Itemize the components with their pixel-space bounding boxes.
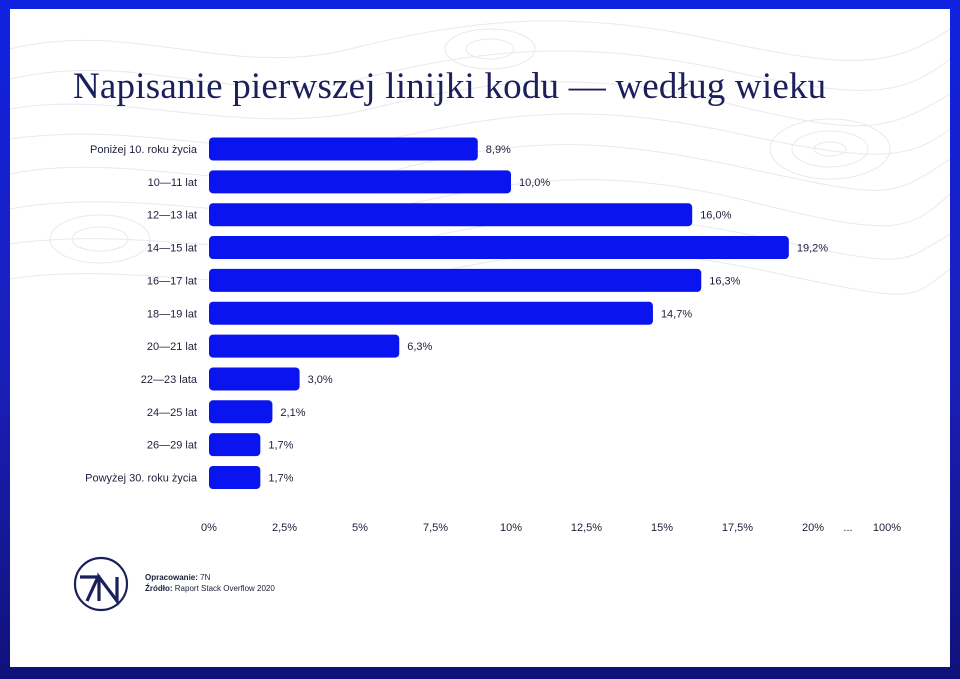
- category-label-5: 18—19 lat: [147, 308, 197, 320]
- 7n-logo: [73, 556, 129, 612]
- bar-4: [209, 268, 702, 292]
- x-tick-label-8: 20%: [802, 522, 824, 534]
- value-label-10: 1,7%: [268, 473, 293, 485]
- credits: Opracowanie: 7N Źródło: Raport Stack Ove…: [145, 572, 275, 594]
- value-label-2: 16,0%: [700, 210, 731, 222]
- bar-6: [209, 334, 400, 358]
- bar-3: [209, 236, 789, 260]
- x-tick-label-2: 5%: [352, 522, 368, 534]
- contour-background: [10, 20, 950, 295]
- category-label-3: 14—15 lat: [147, 243, 197, 255]
- bar-5: [209, 301, 653, 325]
- credits-prepared: Opracowanie: 7N: [145, 572, 275, 583]
- category-label-0: Poniżej 10. roku życia: [90, 144, 198, 156]
- category-label-10: Powyżej 30. roku życia: [85, 473, 198, 485]
- bar-10: [209, 466, 261, 489]
- value-label-0: 8,9%: [486, 144, 511, 156]
- category-label-1: 10—11 lat: [148, 177, 197, 189]
- category-label-4: 16—17 lat: [147, 275, 197, 287]
- x-tick-label-10: 100%: [873, 522, 901, 534]
- value-label-8: 2,1%: [280, 407, 305, 419]
- x-tick-label-3: 7,5%: [423, 522, 448, 534]
- category-label-7: 22—23 lata: [141, 374, 198, 386]
- source-label: Źródło:: [145, 584, 173, 593]
- x-tick-label-0: 0%: [201, 522, 217, 534]
- infographic-card: Napisanie pierwszej linijki kodu — wedłu…: [10, 9, 950, 667]
- value-label-4: 16,3%: [709, 275, 740, 287]
- category-label-8: 24—25 lat: [147, 407, 197, 419]
- value-label-3: 19,2%: [797, 243, 828, 255]
- category-label-9: 26—29 lat: [147, 440, 197, 452]
- bar-9: [209, 433, 261, 457]
- x-tick-label-7: 17,5%: [722, 522, 753, 534]
- bar-chart: Poniżej 10. roku życia 8,9% 10—11 lat 10,0%…: [85, 137, 901, 534]
- value-label-6: 6,3%: [407, 341, 432, 353]
- prepared-value: 7N: [200, 573, 211, 582]
- x-tick-label-5: 12,5%: [571, 522, 602, 534]
- credits-source: Źródło: Raport Stack Overflow 2020: [145, 583, 275, 594]
- chart-title: Napisanie pierwszej linijki kodu — wedłu…: [73, 66, 827, 107]
- x-tick-label-6: 15%: [651, 522, 673, 534]
- bar-0: [209, 137, 478, 161]
- category-label-2: 12—13 lat: [147, 210, 197, 222]
- source-value: Raport Stack Overflow 2020: [174, 584, 275, 593]
- x-tick-label-4: 10%: [500, 522, 522, 534]
- bar-1: [209, 170, 511, 194]
- value-label-7: 3,0%: [308, 374, 333, 386]
- value-label-5: 14,7%: [661, 308, 692, 320]
- x-tick-label-1: 2,5%: [272, 522, 297, 534]
- bar-2: [209, 203, 693, 227]
- bar-8: [209, 400, 273, 424]
- category-label-6: 20—21 lat: [147, 341, 197, 353]
- x-tick-label-9: ...: [843, 522, 852, 534]
- bar-7: [209, 367, 300, 391]
- value-label-1: 10,0%: [519, 177, 550, 189]
- prepared-label: Opracowanie:: [145, 573, 198, 582]
- value-label-9: 1,7%: [268, 440, 293, 452]
